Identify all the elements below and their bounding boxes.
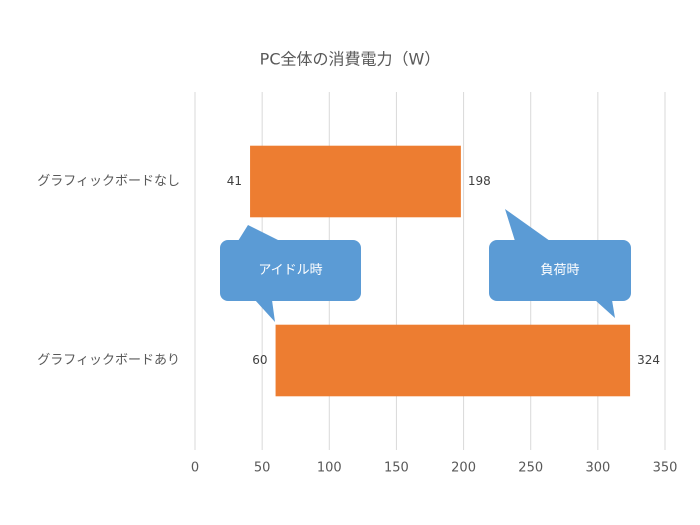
- x-tick-label: 100: [317, 461, 342, 476]
- chart-title: PC全体の消費電力（W）: [260, 50, 441, 69]
- bar: [275, 324, 631, 397]
- callout: [489, 240, 631, 301]
- x-tick-label: 0: [191, 461, 199, 476]
- bar: [250, 145, 461, 218]
- x-tick-label: 50: [254, 461, 271, 476]
- y-tick-label: グラフィックボードなし: [37, 174, 180, 189]
- callout-tail: [505, 209, 615, 318]
- callout-tail: [238, 225, 280, 322]
- data-label: 60: [252, 353, 267, 367]
- annotation: 負荷時: [540, 263, 579, 278]
- data-label: 324: [637, 353, 660, 367]
- y-tick-label: グラフィックボードあり: [37, 353, 180, 368]
- callout: [220, 240, 361, 301]
- data-label: 198: [468, 174, 491, 188]
- x-tick-label: 300: [585, 461, 610, 476]
- data-label: 41: [227, 174, 242, 188]
- x-tick-label: 350: [653, 461, 678, 476]
- x-tick-label: 250: [518, 461, 543, 476]
- x-tick-label: 150: [384, 461, 409, 476]
- x-tick-label: 200: [451, 461, 476, 476]
- annotation: アイドル時: [258, 263, 322, 278]
